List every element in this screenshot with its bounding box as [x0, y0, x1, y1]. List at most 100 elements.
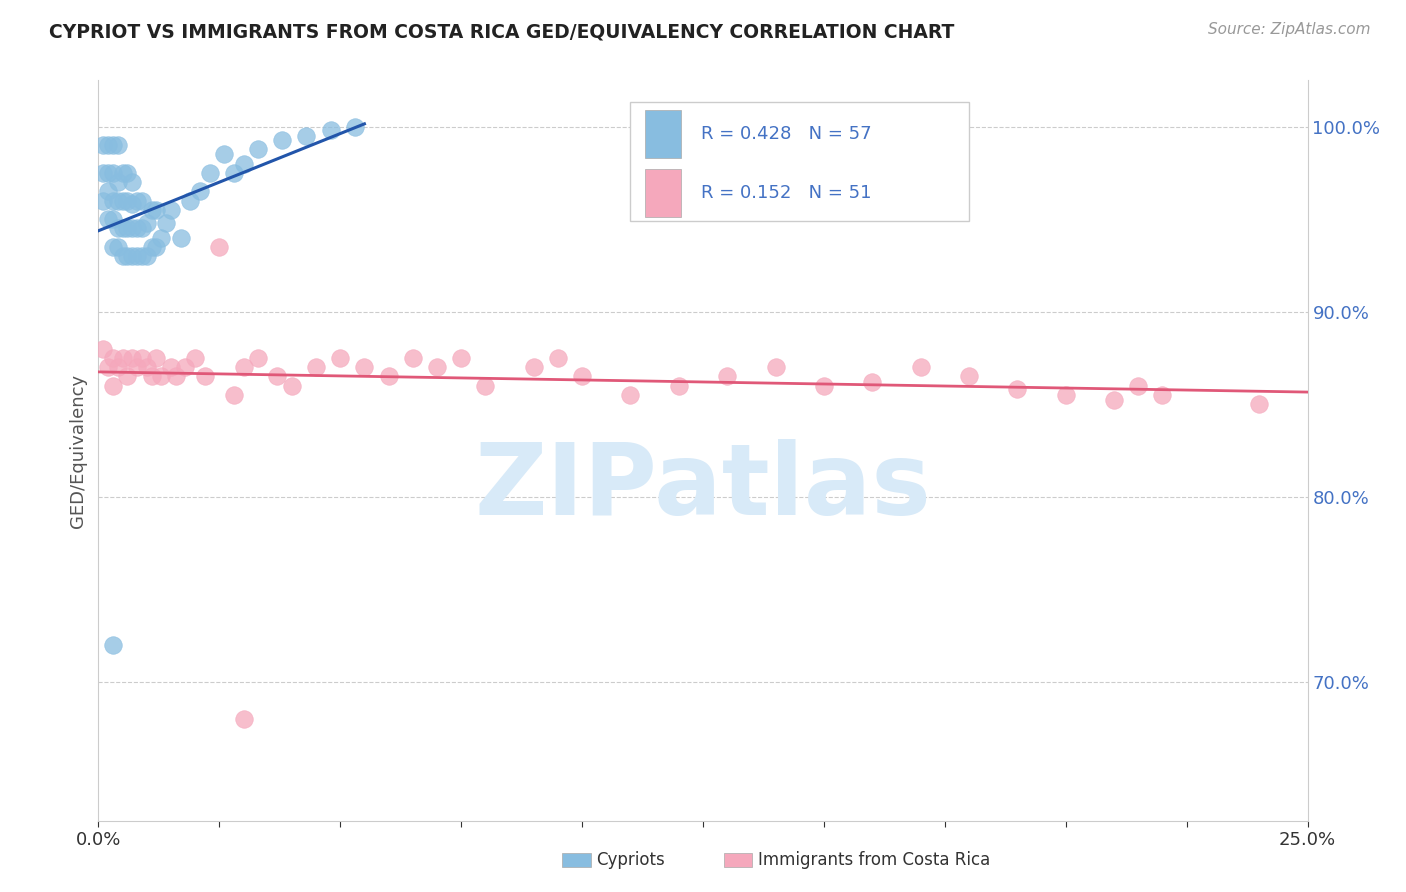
Point [184, 351, 207, 365]
Point [97, 360, 120, 375]
Point [222, 388, 245, 402]
Point [127, 360, 149, 375]
Bar [645, 110, 682, 158]
Text: Immigrants from Costa Rica: Immigrants from Costa Rica [758, 851, 990, 869]
Point [121, 351, 143, 365]
Point [107, 194, 129, 208]
Point [232, 156, 254, 170]
Point [716, 369, 738, 384]
Point [198, 166, 221, 180]
Point [107, 240, 129, 254]
Point [668, 378, 690, 392]
Point [121, 175, 143, 189]
Point [127, 221, 149, 235]
Point [174, 360, 197, 375]
Point [141, 240, 163, 254]
Point [131, 249, 153, 263]
Point [101, 378, 124, 392]
Point [1054, 388, 1077, 402]
Point [111, 194, 134, 208]
Point [402, 351, 425, 365]
Point [131, 221, 153, 235]
Point [107, 138, 129, 153]
Point [150, 369, 173, 384]
Point [97, 185, 120, 199]
Point [97, 212, 120, 227]
Point [343, 120, 366, 134]
Point [266, 369, 288, 384]
Point [426, 360, 449, 375]
Text: R = 0.152   N = 51: R = 0.152 N = 51 [700, 184, 872, 202]
Point [145, 351, 167, 365]
Point [450, 351, 472, 365]
Point [1152, 388, 1174, 402]
Point [523, 360, 546, 375]
Point [188, 185, 211, 199]
Point [1249, 397, 1271, 411]
Point [135, 360, 157, 375]
Point [353, 360, 375, 375]
Point [101, 351, 124, 365]
Point [319, 123, 342, 137]
Point [131, 351, 153, 365]
Point [111, 249, 134, 263]
Point [117, 369, 139, 384]
Point [232, 360, 254, 375]
Point [295, 128, 318, 143]
Point [141, 202, 163, 217]
Point [208, 240, 231, 254]
Point [813, 378, 835, 392]
Point [150, 230, 173, 244]
Point [222, 166, 245, 180]
Point [101, 212, 124, 227]
Point [131, 194, 153, 208]
Bar [645, 169, 682, 218]
Point [155, 216, 177, 230]
Point [101, 240, 124, 254]
Y-axis label: GED/Equivalency: GED/Equivalency [69, 374, 87, 527]
Point [101, 638, 124, 652]
Point [1128, 378, 1150, 392]
Point [212, 147, 235, 161]
Point [160, 202, 183, 217]
Point [127, 194, 149, 208]
Point [135, 216, 157, 230]
Text: Source: ZipAtlas.com: Source: ZipAtlas.com [1208, 22, 1371, 37]
Point [121, 221, 143, 235]
Point [107, 221, 129, 235]
Point [107, 360, 129, 375]
Point [127, 249, 149, 263]
Point [121, 249, 143, 263]
Point [145, 202, 167, 217]
Point [91, 342, 114, 356]
Point [97, 138, 120, 153]
Point [111, 351, 134, 365]
Point [765, 360, 787, 375]
Point [194, 369, 217, 384]
Point [474, 378, 496, 392]
Text: ZIPatlas: ZIPatlas [475, 439, 931, 536]
Point [305, 360, 328, 375]
Point [117, 194, 139, 208]
Point [571, 369, 593, 384]
Point [101, 166, 124, 180]
Point [179, 194, 201, 208]
Point [117, 221, 139, 235]
Point [860, 375, 883, 389]
Point [91, 194, 114, 208]
Point [145, 240, 167, 254]
Point [547, 351, 569, 365]
Point [377, 369, 399, 384]
Point [160, 360, 183, 375]
Point [165, 369, 187, 384]
Point [91, 166, 114, 180]
Point [97, 166, 120, 180]
Point [117, 166, 139, 180]
Point [111, 221, 134, 235]
FancyBboxPatch shape [630, 103, 969, 221]
Point [91, 138, 114, 153]
Point [101, 194, 124, 208]
Point [117, 249, 139, 263]
Point [247, 351, 270, 365]
Point [329, 351, 352, 365]
